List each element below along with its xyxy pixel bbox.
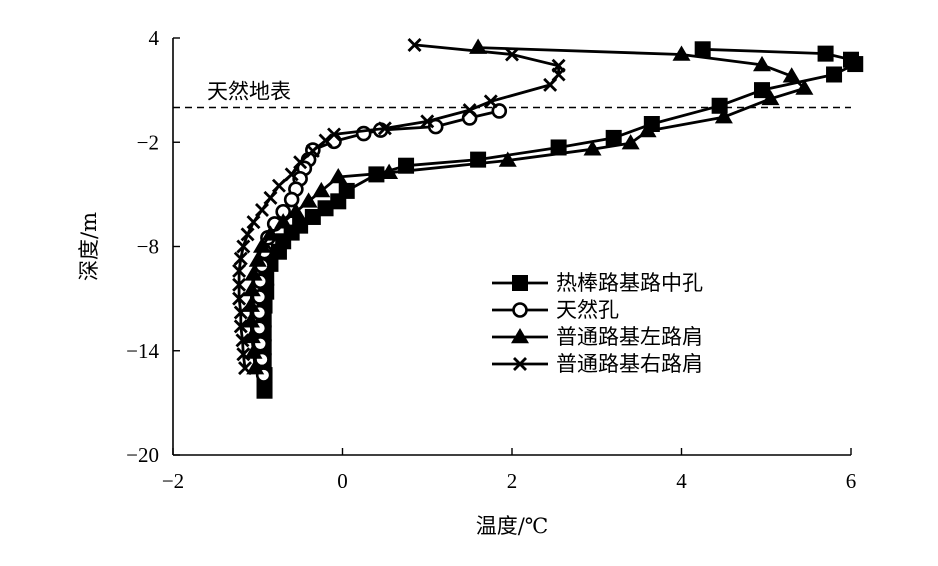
series-2-point — [283, 191, 300, 208]
series-4-point — [246, 215, 261, 230]
series-3-point — [242, 280, 261, 297]
series-2-line — [258, 109, 500, 376]
x-tick-label: 2 — [507, 469, 518, 493]
series-1-point — [605, 129, 622, 146]
series-1-point — [270, 243, 287, 260]
x-axis-title: 温度/℃ — [476, 514, 549, 538]
series-4-point — [232, 291, 247, 306]
series-4-point — [505, 47, 519, 62]
series-3-point — [246, 359, 265, 375]
legend-label: 热棒路基路中孔 — [556, 271, 703, 295]
series-1-point — [550, 139, 567, 156]
series-3-point — [583, 140, 602, 156]
series-4-point — [420, 114, 435, 129]
legend-marker — [512, 275, 528, 291]
series-4-point — [240, 227, 255, 242]
legend-label: 普通路基左路肩 — [556, 325, 703, 349]
legend-item-2: 天然孔 — [492, 298, 619, 322]
x-tick-label: 6 — [846, 469, 857, 493]
series-4-point — [232, 277, 247, 292]
series-1-point — [817, 45, 834, 62]
series-3-point — [753, 55, 772, 72]
y-tick-label: −2 — [137, 130, 159, 154]
series-3-point — [312, 181, 331, 198]
series-4-point — [236, 239, 251, 254]
series-4-point — [232, 263, 247, 278]
series-4-point — [271, 178, 286, 193]
series-4-point — [318, 133, 333, 148]
series-1-point — [330, 193, 347, 210]
series-3-point — [286, 202, 305, 219]
series-3-point — [299, 192, 318, 208]
legend-item-4: 普通路基右路肩 — [492, 352, 703, 376]
series-4-point — [543, 77, 558, 92]
legend-marker — [512, 302, 528, 318]
series-4-point — [284, 167, 299, 182]
series-4-point — [305, 143, 320, 158]
legend-item-1: 热棒路基路中孔 — [492, 271, 703, 295]
series-4-point — [236, 347, 251, 362]
series-3-point — [380, 163, 399, 179]
series-3-point — [621, 134, 640, 150]
series-1-point — [847, 56, 864, 73]
series-4 — [232, 37, 566, 376]
series-4-point — [238, 361, 253, 376]
y-tick-label: −20 — [126, 443, 159, 467]
series-4-point — [293, 155, 308, 170]
series-3-point — [274, 213, 293, 229]
series-1-point — [317, 200, 334, 217]
y-tick-label: −8 — [137, 235, 159, 259]
legend-label: 天然孔 — [556, 298, 619, 322]
series-3-point — [242, 327, 261, 344]
series-4-point — [235, 333, 250, 348]
series-4-point — [377, 121, 392, 136]
x-tick-label: 4 — [676, 469, 687, 493]
series-3-point — [782, 67, 801, 83]
legend-item-3: 普通路基左路肩 — [492, 325, 703, 349]
y-tick-label: 4 — [149, 26, 160, 50]
series-3-point — [252, 237, 271, 253]
series-1-point — [754, 82, 771, 99]
series-1-point — [826, 66, 843, 83]
legend-label: 普通路基右路肩 — [556, 352, 703, 376]
series-3-point — [241, 312, 260, 328]
series-3-point — [261, 225, 280, 241]
series-1-point — [256, 382, 273, 399]
x-tick-label: −2 — [162, 469, 184, 493]
series-3-point — [714, 108, 733, 124]
series-4-point — [462, 103, 477, 118]
series-4-point — [233, 305, 248, 320]
y-axis-title: 深度/m — [77, 212, 101, 281]
series-4-point — [407, 37, 422, 52]
series-3-point — [498, 151, 517, 167]
series-3-point — [795, 79, 814, 95]
series-4-point — [233, 251, 248, 266]
series-3-point — [248, 251, 267, 267]
x-tick-label: 0 — [337, 469, 348, 493]
y-tick-label: −14 — [126, 339, 159, 363]
series-4-point — [254, 203, 269, 218]
series-3-point — [329, 168, 348, 184]
series-3-point — [244, 265, 263, 281]
series-3 — [241, 38, 814, 375]
series-4-point — [263, 190, 278, 205]
series-4-point — [233, 319, 248, 334]
legend-marker — [511, 328, 529, 344]
series-3-point — [672, 45, 691, 61]
series-3-point — [244, 343, 263, 359]
series-1-point — [304, 208, 321, 225]
series-3-point — [638, 121, 657, 138]
series-1-point — [694, 41, 711, 58]
ground-surface-label: 天然地表 — [207, 80, 291, 104]
series-4-point — [483, 94, 498, 109]
legend-marker — [513, 357, 527, 371]
series-3-point — [761, 89, 780, 106]
series-4-point — [327, 127, 342, 142]
